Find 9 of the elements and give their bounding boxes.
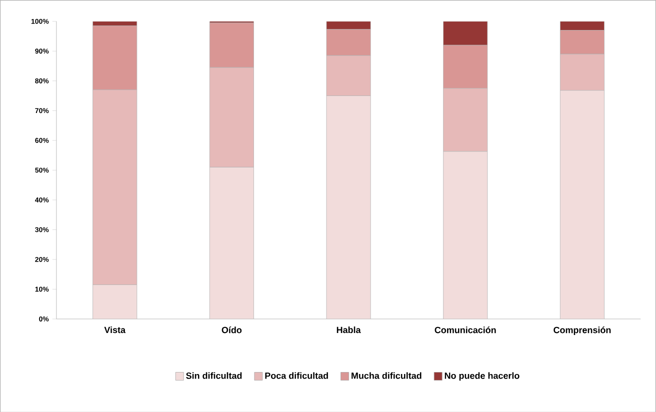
x-tick-label: Oído: [222, 326, 242, 333]
legend-label: Mucha dificultad: [352, 372, 422, 379]
legend-label: No puede hacerlo: [444, 372, 520, 380]
x-tick-label: Habla: [336, 326, 361, 333]
x-tick-label: Vista: [104, 326, 126, 333]
legend-label: Sin dificultad: [186, 372, 242, 379]
legend-label: Poca dificultad: [265, 372, 328, 379]
x-tick-label: Comprensión: [554, 326, 611, 335]
x-tick-label: Comunicación: [434, 326, 496, 333]
